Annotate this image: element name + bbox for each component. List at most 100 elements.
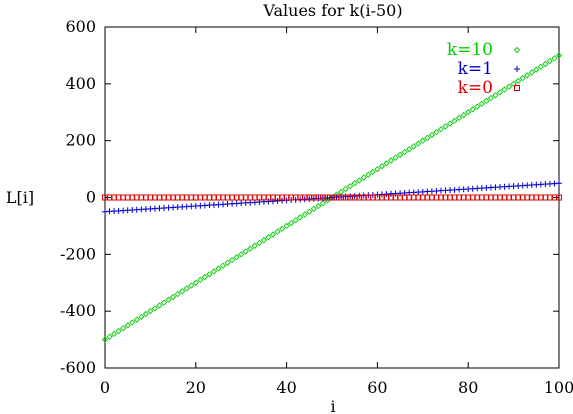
data-point bbox=[160, 299, 168, 306]
data-point bbox=[210, 268, 218, 275]
data-point bbox=[396, 151, 404, 159]
data-point bbox=[288, 219, 295, 227]
data-point bbox=[351, 180, 358, 187]
data-point bbox=[442, 123, 449, 130]
y-tick-label: 0 bbox=[86, 188, 96, 207]
data-point bbox=[501, 86, 508, 93]
data-point bbox=[306, 208, 313, 215]
legend: k=10k=1k=0 bbox=[447, 40, 521, 98]
data-point bbox=[310, 205, 317, 213]
data-point bbox=[192, 279, 199, 286]
data-point bbox=[446, 120, 454, 127]
data-point bbox=[451, 117, 458, 124]
y-tick-label: 400 bbox=[65, 74, 96, 93]
data-point bbox=[174, 290, 181, 298]
data-point bbox=[260, 236, 268, 244]
x-tick-label: 80 bbox=[458, 378, 478, 397]
legend-label: k=10 bbox=[447, 40, 493, 60]
data-point bbox=[546, 57, 554, 65]
data-point bbox=[142, 310, 149, 318]
data-point bbox=[519, 75, 526, 82]
data-point bbox=[233, 254, 240, 261]
data-point bbox=[106, 333, 113, 340]
data-point bbox=[419, 137, 426, 144]
data-point bbox=[147, 308, 154, 315]
data-point bbox=[337, 188, 345, 195]
data-point bbox=[342, 185, 349, 193]
data-point bbox=[465, 109, 472, 116]
data-point bbox=[556, 194, 562, 201]
data-point bbox=[138, 313, 145, 320]
data-point bbox=[410, 143, 417, 150]
data-point bbox=[369, 168, 376, 176]
legend-marker bbox=[513, 46, 521, 54]
data-point bbox=[120, 325, 127, 332]
data-point bbox=[505, 83, 513, 90]
data-point bbox=[347, 182, 354, 190]
data-point bbox=[378, 163, 386, 170]
data-point bbox=[383, 160, 390, 167]
data-point bbox=[278, 225, 286, 232]
data-point bbox=[292, 217, 299, 224]
y-tick-label: -200 bbox=[60, 244, 96, 263]
data-point bbox=[156, 302, 163, 309]
data-point bbox=[179, 288, 186, 295]
data-point bbox=[124, 322, 131, 329]
data-point bbox=[406, 146, 413, 153]
data-point bbox=[133, 316, 140, 323]
data-point bbox=[510, 80, 517, 87]
data-point bbox=[437, 126, 445, 133]
data-point bbox=[401, 148, 408, 156]
data-point bbox=[110, 330, 118, 338]
data-point bbox=[251, 242, 258, 249]
data-point bbox=[242, 248, 249, 255]
data-point bbox=[469, 106, 476, 113]
data-point bbox=[392, 154, 399, 161]
data-point bbox=[247, 245, 254, 252]
data-point bbox=[265, 234, 272, 241]
data-point bbox=[433, 129, 440, 136]
data-point bbox=[256, 239, 263, 247]
legend-label: k=1 bbox=[458, 59, 493, 79]
x-tick-label: 0 bbox=[100, 378, 110, 397]
data-point bbox=[115, 327, 122, 335]
y-tick-label: 200 bbox=[65, 131, 96, 150]
data-point bbox=[183, 285, 190, 292]
y-tick-label: -400 bbox=[60, 301, 96, 320]
data-point bbox=[315, 202, 322, 210]
series-k-10 bbox=[101, 52, 563, 343]
data-point bbox=[274, 228, 281, 235]
data-point bbox=[129, 319, 136, 326]
data-point bbox=[374, 165, 381, 173]
data-point bbox=[169, 293, 177, 301]
data-point bbox=[219, 262, 227, 269]
data-point bbox=[515, 77, 522, 85]
data-point bbox=[415, 140, 422, 147]
x-axis-label: i bbox=[330, 397, 335, 414]
data-point bbox=[360, 174, 367, 181]
data-point bbox=[533, 66, 540, 73]
data-point bbox=[206, 271, 213, 278]
data-point bbox=[387, 157, 395, 164]
y-tick-label: 600 bbox=[65, 17, 96, 36]
y-axis: -600 -400 -200 0 200 400 600 bbox=[60, 17, 559, 377]
data-point bbox=[556, 180, 562, 187]
data-point bbox=[496, 89, 504, 96]
series-k-0 bbox=[102, 194, 562, 201]
data-point bbox=[269, 231, 277, 238]
legend-label: k=0 bbox=[458, 78, 493, 98]
data-point bbox=[524, 72, 531, 79]
data-point bbox=[487, 94, 495, 102]
chart-title: Values for k(i-50) bbox=[262, 1, 402, 20]
data-point bbox=[555, 52, 563, 59]
data-point bbox=[537, 63, 544, 70]
legend-marker bbox=[514, 85, 520, 91]
y-axis-label: L[i] bbox=[6, 188, 34, 207]
data-point bbox=[319, 200, 327, 207]
data-point bbox=[474, 103, 481, 110]
data-point bbox=[215, 265, 222, 272]
legend-marker bbox=[514, 66, 520, 72]
y-tick-label: -600 bbox=[60, 358, 96, 377]
data-point bbox=[165, 296, 172, 303]
